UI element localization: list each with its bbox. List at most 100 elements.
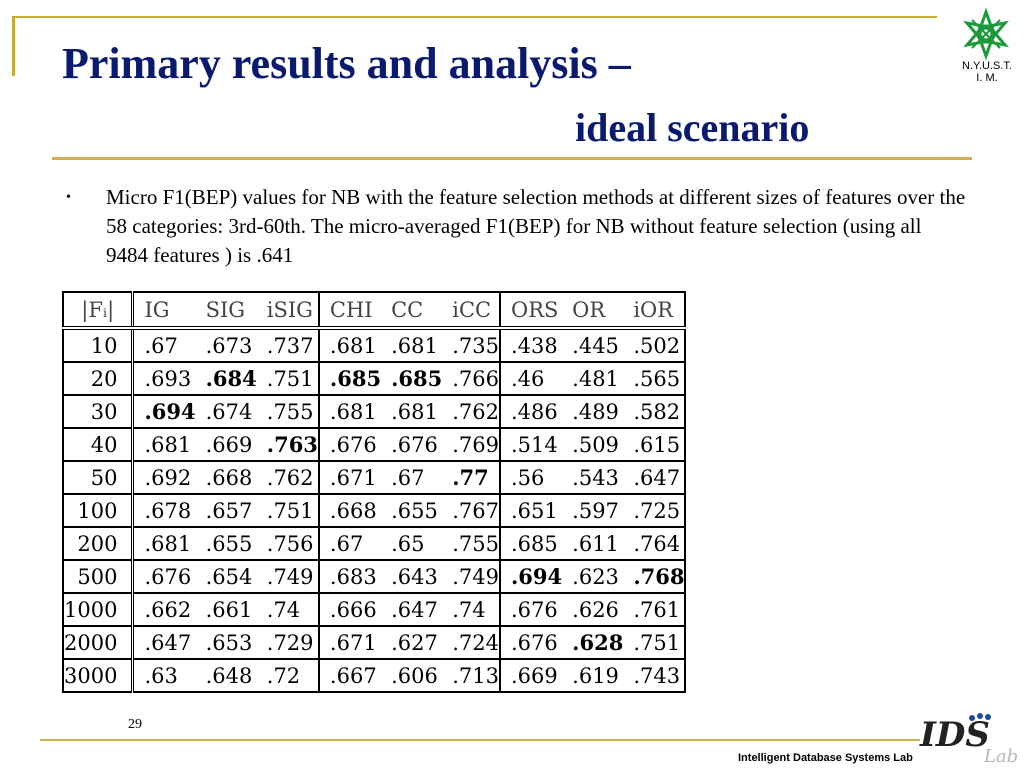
f1-value-cell: .623 <box>562 559 624 594</box>
f1-value-cell: .543 <box>562 461 624 495</box>
column-header: iCC <box>442 292 500 330</box>
f1-value-cell: .627 <box>381 626 443 660</box>
f1-value-cell: .481 <box>562 362 624 396</box>
table-row: 50.692.668.762.671.67.77.56.543.647 <box>63 461 686 495</box>
f1-value-cell: .667 <box>317 659 382 693</box>
feature-size-cell: 50 <box>63 461 133 495</box>
table-row: 10.67.673.737.681.681.735.438.445.502 <box>63 328 686 363</box>
column-header: OR <box>562 292 624 330</box>
f1-value-cell: .63 <box>131 659 196 693</box>
f1-value-cell: .743 <box>623 659 686 693</box>
table-row: 200.681.655.756.67.65.755.685.611.764 <box>63 527 686 561</box>
f1-value-cell: .735 <box>442 328 500 363</box>
table-row: 40.681.669.763.676.676.769.514.509.615 <box>63 428 686 462</box>
f1-value-cell: .755 <box>256 395 319 429</box>
column-header: IG <box>131 292 196 330</box>
title-underline <box>52 157 972 160</box>
f1-value-cell: .762 <box>256 461 319 495</box>
f1-value-cell: .755 <box>442 527 500 561</box>
table-row: 500.676.654.749.683.643.749.694.623.768 <box>63 559 686 594</box>
ids-logo-sub: Lab <box>983 746 1018 767</box>
f1-value-cell: .655 <box>381 494 443 528</box>
bullet-icon: • <box>66 190 71 205</box>
f1-value-cell: .669 <box>195 428 257 462</box>
f1-value-cell: .654 <box>195 559 257 594</box>
f1-value-cell: .655 <box>195 527 257 561</box>
f1-value-cell: .582 <box>623 395 686 429</box>
f1-value-cell: .615 <box>623 428 686 462</box>
logo-caption-line1: N.Y.U.S.T. <box>962 60 1012 72</box>
f1-value-cell: .438 <box>498 328 563 363</box>
f1-value-cell: .676 <box>317 428 382 462</box>
f1-value-cell: .749 <box>442 559 500 594</box>
f1-value-cell: .597 <box>562 494 624 528</box>
f1-value-cell: .751 <box>256 362 319 396</box>
f1-value-cell: .606 <box>381 659 443 693</box>
f1-value-cell: .713 <box>442 659 500 693</box>
table-row: 30.694.674.755.681.681.762.486.489.582 <box>63 395 686 429</box>
f1-value-cell: .681 <box>381 328 443 363</box>
feature-size-cell: 3000 <box>63 659 133 693</box>
f1-value-cell: .565 <box>623 362 686 396</box>
f1-value-cell: .486 <box>498 395 563 429</box>
f1-value-cell: .489 <box>562 395 624 429</box>
logo-caption-line2: I. M. <box>976 72 998 84</box>
f1-value-cell: .648 <box>195 659 257 693</box>
f1-value-cell: .56 <box>498 461 563 495</box>
f1-value-cell: .694 <box>498 559 563 594</box>
f1-value-cell: .751 <box>623 626 686 660</box>
f1-value-cell: .65 <box>381 527 443 561</box>
feature-size-cell: 200 <box>63 527 133 561</box>
f1-value-cell: .657 <box>195 494 257 528</box>
table-row: 20.693.684.751.685.685.766.46.481.565 <box>63 362 686 396</box>
f1-value-cell: .626 <box>562 593 624 627</box>
footer-rule <box>40 739 920 741</box>
f1-value-cell: .619 <box>562 659 624 693</box>
table-row: 2000.647.653.729.671.627.724.676.628.751 <box>63 626 686 660</box>
f1-value-cell: .694 <box>131 395 196 429</box>
f1-value-cell: .46 <box>498 362 563 396</box>
f1-value-cell: .647 <box>623 461 686 495</box>
nyust-logo <box>963 7 1009 61</box>
table-header-row: |Fᵢ| IG SIG iSIG CHI CC iCC ORS OR iOR <box>63 292 686 330</box>
f1-value-cell: .681 <box>317 328 382 363</box>
f1-value-cell: .502 <box>623 328 686 363</box>
ids-logo-text: IDS <box>919 715 990 755</box>
feature-size-cell: 40 <box>63 428 133 462</box>
f1-value-cell: .685 <box>498 527 563 561</box>
f1-value-cell: .737 <box>256 328 319 363</box>
slide-frame-left <box>12 16 15 76</box>
f1-value-cell: .671 <box>317 461 382 495</box>
f1-value-cell: .514 <box>498 428 563 462</box>
table-body: 10.67.673.737.681.681.735.438.445.502 20.… <box>63 328 686 693</box>
f1-value-cell: .662 <box>131 593 196 627</box>
f1-value-cell: .724 <box>442 626 500 660</box>
f1-value-cell: .628 <box>562 626 624 660</box>
f1-value-cell: .693 <box>131 362 196 396</box>
slide-title-line2: ideal scenario <box>575 105 810 150</box>
f1-value-cell: .666 <box>317 593 382 627</box>
table-row: 100.678.657.751.668.655.767.651.597.725 <box>63 494 686 528</box>
f1-value-cell: .685 <box>381 362 443 396</box>
page-number: 29 <box>128 717 142 732</box>
f1-value-cell: .692 <box>131 461 196 495</box>
bullet-text: Micro F1(BEP) values for NB with the fea… <box>106 185 966 267</box>
f1-value-cell: .763 <box>256 428 319 462</box>
f1-value-cell: .767 <box>442 494 500 528</box>
feature-size-cell: 20 <box>63 362 133 396</box>
f1-value-cell: .74 <box>256 593 319 627</box>
f1-value-cell: .681 <box>131 527 196 561</box>
feature-size-cell: 1000 <box>63 593 133 627</box>
f1-value-cell: .756 <box>256 527 319 561</box>
f1-value-cell: .67 <box>317 527 382 561</box>
column-header: iOR <box>623 292 686 330</box>
f1-value-cell: .678 <box>131 494 196 528</box>
f1-value-cell: .751 <box>256 494 319 528</box>
f1-value-cell: .77 <box>442 461 500 495</box>
f1-value-cell: .653 <box>195 626 257 660</box>
f1-value-cell: .762 <box>442 395 500 429</box>
feature-size-cell: 10 <box>63 328 133 363</box>
feature-size-cell: 2000 <box>63 626 133 660</box>
ids-lab-logo: IDS Lab <box>919 713 1018 767</box>
column-header: ORS <box>498 292 563 330</box>
